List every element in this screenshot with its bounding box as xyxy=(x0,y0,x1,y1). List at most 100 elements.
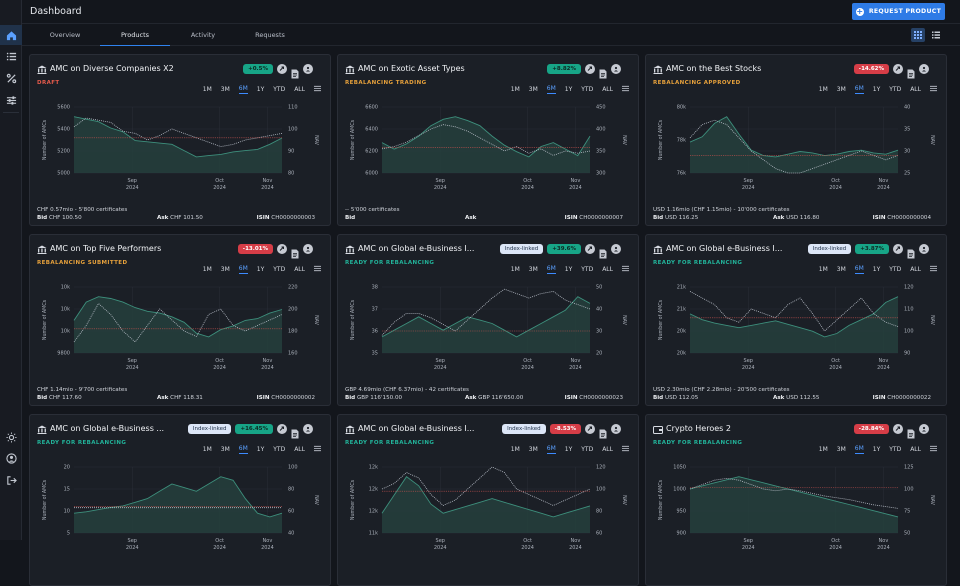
period-1y[interactable]: 1Y xyxy=(872,446,881,453)
period-6m[interactable]: 6M xyxy=(854,85,864,94)
user-button[interactable] xyxy=(303,424,313,434)
period-1m[interactable]: 1M xyxy=(510,86,520,93)
list-nav-button[interactable] xyxy=(0,46,22,66)
filter-nav-button[interactable] xyxy=(0,90,22,110)
request-product-button[interactable]: + REQUEST PRODUCT xyxy=(852,3,945,20)
chart-settings-button[interactable] xyxy=(314,265,321,274)
period-1y[interactable]: 1Y xyxy=(256,446,265,453)
product-name[interactable]: Crypto Heroes 2 xyxy=(666,424,731,433)
period-1y[interactable]: 1Y xyxy=(564,266,573,273)
user-button[interactable] xyxy=(919,244,929,254)
tab-activity[interactable]: Activity xyxy=(190,31,216,39)
period-all[interactable]: ALL xyxy=(910,266,921,273)
product-card[interactable]: AMC on Global e-Business I... READY FOR R… xyxy=(645,234,947,406)
period-all[interactable]: ALL xyxy=(910,86,921,93)
product-name[interactable]: AMC on Top Five Performers xyxy=(50,244,162,253)
period-3m[interactable]: 3M xyxy=(220,266,230,273)
share-button[interactable] xyxy=(277,64,287,74)
share-button[interactable] xyxy=(585,424,595,434)
chart-settings-button[interactable] xyxy=(622,265,629,274)
chart-settings-button[interactable] xyxy=(930,265,937,274)
period-all[interactable]: ALL xyxy=(602,86,613,93)
period-1y[interactable]: 1Y xyxy=(256,86,265,93)
product-card[interactable]: AMC on Top Five Performers REBALANCING SU… xyxy=(29,234,331,406)
period-ytd[interactable]: YTD xyxy=(581,86,594,93)
document-button[interactable] xyxy=(599,244,607,259)
period-6m[interactable]: 6M xyxy=(238,265,248,274)
product-card[interactable]: AMC on Global e-Business ... READY FOR RE… xyxy=(29,414,331,586)
product-name[interactable]: AMC on Global e-Business I... xyxy=(666,244,783,253)
user-button[interactable] xyxy=(611,244,621,254)
period-all[interactable]: ALL xyxy=(294,446,305,453)
period-ytd[interactable]: YTD xyxy=(581,446,594,453)
user-button[interactable] xyxy=(919,64,929,74)
period-ytd[interactable]: YTD xyxy=(273,446,286,453)
share-button[interactable] xyxy=(585,244,595,254)
period-6m[interactable]: 6M xyxy=(546,85,556,94)
period-1y[interactable]: 1Y xyxy=(872,86,881,93)
period-1m[interactable]: 1M xyxy=(202,86,212,93)
product-card[interactable]: AMC on the Best Stocks REBALANCING APPROV… xyxy=(645,54,947,226)
period-3m[interactable]: 3M xyxy=(528,266,538,273)
home-nav-button[interactable] xyxy=(0,25,22,45)
period-3m[interactable]: 3M xyxy=(836,86,846,93)
document-button[interactable] xyxy=(907,244,915,259)
share-button[interactable] xyxy=(893,64,903,74)
product-name[interactable]: AMC on Diverse Companies X2 xyxy=(50,64,174,73)
theme-nav-button[interactable] xyxy=(0,427,22,447)
period-1m[interactable]: 1M xyxy=(818,266,828,273)
period-all[interactable]: ALL xyxy=(294,266,305,273)
product-name[interactable]: AMC on Global e-Business I... xyxy=(358,424,475,433)
document-button[interactable] xyxy=(599,64,607,79)
period-6m[interactable]: 6M xyxy=(238,445,248,454)
period-ytd[interactable]: YTD xyxy=(273,266,286,273)
document-button[interactable] xyxy=(291,424,299,439)
period-all[interactable]: ALL xyxy=(294,86,305,93)
period-3m[interactable]: 3M xyxy=(220,86,230,93)
profile-nav-button[interactable] xyxy=(0,448,22,468)
period-3m[interactable]: 3M xyxy=(528,446,538,453)
period-1y[interactable]: 1Y xyxy=(256,266,265,273)
period-3m[interactable]: 3M xyxy=(528,86,538,93)
period-3m[interactable]: 3M xyxy=(836,446,846,453)
period-ytd[interactable]: YTD xyxy=(889,86,902,93)
chart-settings-button[interactable] xyxy=(930,85,937,94)
period-1m[interactable]: 1M xyxy=(818,86,828,93)
share-button[interactable] xyxy=(893,424,903,434)
logout-nav-button[interactable] xyxy=(0,470,22,490)
chart-settings-button[interactable] xyxy=(930,445,937,454)
period-ytd[interactable]: YTD xyxy=(889,446,902,453)
document-button[interactable] xyxy=(907,424,915,439)
period-1y[interactable]: 1Y xyxy=(564,86,573,93)
period-1m[interactable]: 1M xyxy=(202,446,212,453)
period-ytd[interactable]: YTD xyxy=(581,266,594,273)
percent-nav-button[interactable] xyxy=(0,68,22,88)
chart-settings-button[interactable] xyxy=(314,85,321,94)
document-button[interactable] xyxy=(907,64,915,79)
period-6m[interactable]: 6M xyxy=(546,265,556,274)
period-3m[interactable]: 3M xyxy=(220,446,230,453)
product-name[interactable]: AMC on the Best Stocks xyxy=(666,64,762,73)
period-all[interactable]: ALL xyxy=(602,266,613,273)
period-6m[interactable]: 6M xyxy=(854,445,864,454)
period-6m[interactable]: 6M xyxy=(546,445,556,454)
period-all[interactable]: ALL xyxy=(910,446,921,453)
period-all[interactable]: ALL xyxy=(602,446,613,453)
period-1m[interactable]: 1M xyxy=(510,266,520,273)
period-3m[interactable]: 3M xyxy=(836,266,846,273)
user-button[interactable] xyxy=(303,244,313,254)
user-button[interactable] xyxy=(611,424,621,434)
period-1m[interactable]: 1M xyxy=(818,446,828,453)
product-card[interactable]: AMC on Exotic Asset Types REBALANCING TRA… xyxy=(337,54,639,226)
product-card[interactable]: AMC on Global e-Business I... READY FOR R… xyxy=(337,234,639,406)
period-ytd[interactable]: YTD xyxy=(889,266,902,273)
chart-settings-button[interactable] xyxy=(622,445,629,454)
share-button[interactable] xyxy=(277,424,287,434)
chart-settings-button[interactable] xyxy=(314,445,321,454)
period-6m[interactable]: 6M xyxy=(238,85,248,94)
user-button[interactable] xyxy=(303,64,313,74)
share-button[interactable] xyxy=(585,64,595,74)
product-name[interactable]: AMC on Global e-Business I... xyxy=(358,244,475,253)
document-button[interactable] xyxy=(599,424,607,439)
tab-products[interactable]: Products xyxy=(100,24,170,46)
